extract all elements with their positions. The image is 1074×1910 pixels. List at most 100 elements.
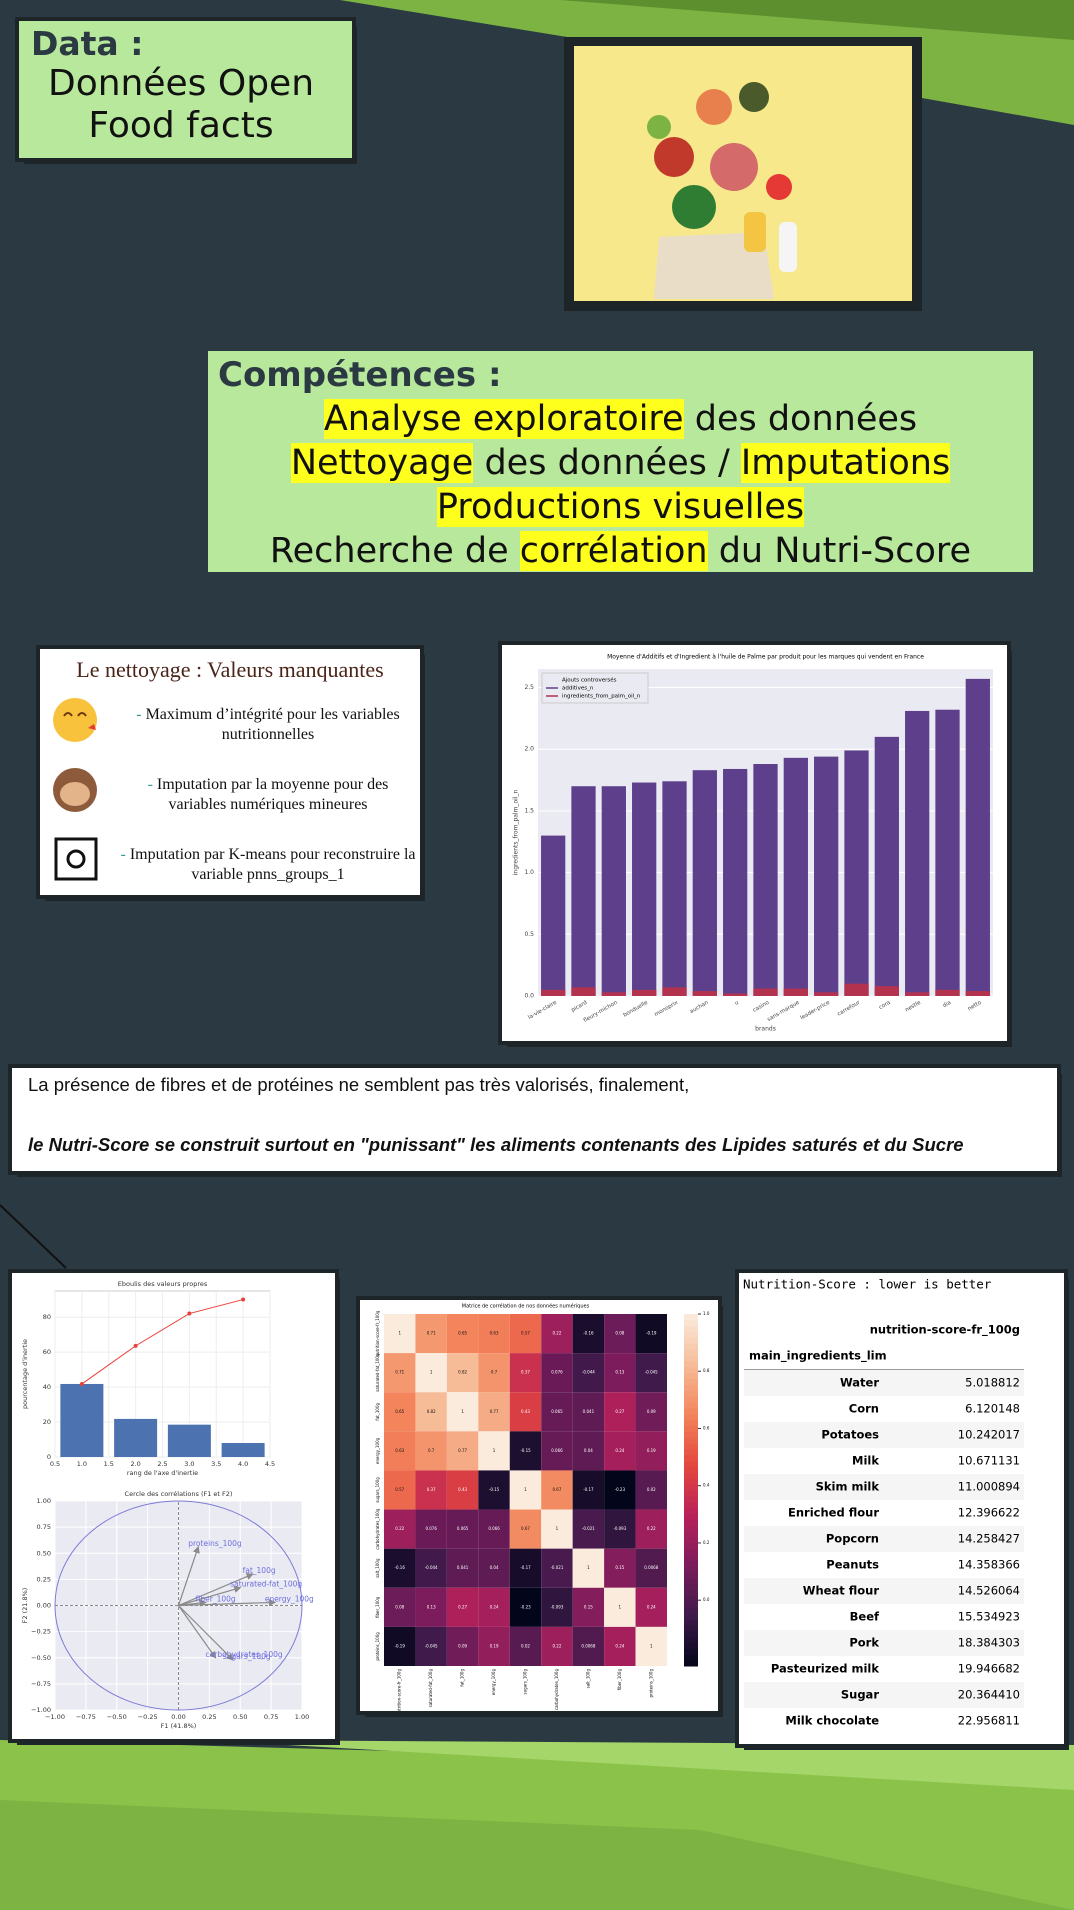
x-tick-label: 0.00 <box>171 1713 185 1721</box>
heat-cell <box>478 1587 510 1627</box>
skill-text: des données <box>694 399 918 439</box>
cell-label: 0.066 <box>488 1526 500 1531</box>
cell-label: -0.16 <box>583 1331 594 1336</box>
cell-label: 0.27 <box>615 1409 624 1414</box>
skill-line: Recherche de corrélation du Nutri-Score <box>218 529 1023 573</box>
heat-cell <box>572 1509 605 1549</box>
x-tick-label: monoprix <box>654 999 680 1018</box>
food <box>710 143 758 191</box>
colorbar-step <box>684 1642 698 1649</box>
chart-title: Eboulis des valeurs propres <box>118 1280 208 1288</box>
heat-cell <box>541 1587 573 1627</box>
heat-cell <box>604 1587 636 1627</box>
x-tick-label: 0.5 <box>50 1460 60 1468</box>
y-tick-label: 0.50 <box>37 1549 51 1557</box>
bar <box>662 781 687 996</box>
y-tick-label: 0.00 <box>37 1602 51 1610</box>
heat-cell <box>635 1392 667 1432</box>
heat-cell <box>415 1392 447 1432</box>
colorbar-step <box>684 1519 698 1526</box>
line <box>81 1299 244 1385</box>
row-value: 10.671131 <box>958 1454 1020 1468</box>
cell-label: 1 <box>650 1643 653 1648</box>
bar <box>601 992 626 996</box>
cell-label: -0.044 <box>425 1565 438 1570</box>
cell-label: 0.77 <box>458 1448 467 1453</box>
colorbar-step <box>684 1536 698 1544</box>
heat-cell <box>509 1548 542 1588</box>
colorbar-step <box>684 1507 698 1514</box>
vector <box>178 1573 254 1607</box>
x-tick-label: 0.50 <box>233 1713 247 1721</box>
cleaning-item: Imputation par la moyenne pour des varia… <box>118 775 418 815</box>
legend-title: Ajouts controversés <box>562 677 617 684</box>
conclusion-box: La présence de fibres et de protéines ne… <box>12 1068 1057 1171</box>
heat-cell <box>509 1314 542 1354</box>
colorbar-step <box>684 1343 698 1350</box>
colorbar-label: 0.6 <box>703 1425 710 1430</box>
heat-cell <box>572 1314 605 1354</box>
green-band <box>340 0 1074 125</box>
heat-cell <box>635 1626 667 1666</box>
pca-charts: 0.5 1.0 1.5 2.0 2.5 3.0 3.5 4.0 4.5 0 20 40 60 80 Ebou… <box>12 1273 335 1739</box>
cell-label: 0.71 <box>427 1331 436 1336</box>
food <box>766 174 792 200</box>
bar-chart: Moyenne d'Additifs et d'Ingredient à l'h… <box>502 645 1007 1041</box>
cell-label: 1 <box>524 1487 527 1492</box>
y-tick-label: 2.5 <box>524 684 534 691</box>
food-image <box>564 37 922 311</box>
row-label: Popcorn <box>826 1532 879 1546</box>
x-tick-label: casino <box>752 1000 771 1014</box>
cell-label: 0.24 <box>615 1448 624 1453</box>
colorbar-step <box>684 1531 698 1538</box>
x-tick-label: carrefour <box>836 999 861 1017</box>
y-tick-label: −0.50 <box>31 1654 51 1662</box>
bar <box>571 987 596 996</box>
heat-cell <box>541 1392 573 1432</box>
colorbar-step <box>684 1478 698 1485</box>
colorbar-step <box>684 1613 698 1620</box>
row-label: Wheat flour <box>803 1584 880 1598</box>
row-label: Potatoes <box>821 1428 879 1442</box>
heat-cell <box>635 1353 667 1393</box>
index-name: main_ingredients_lim <box>749 1349 887 1364</box>
bar <box>692 991 717 996</box>
heat-cell <box>446 1392 479 1432</box>
y-tick-label: 0.5 <box>524 931 534 938</box>
x-tick-label: −0.75 <box>76 1713 96 1721</box>
colorbar-step <box>684 1648 698 1655</box>
heat-cell <box>384 1548 416 1588</box>
colorbar-step <box>684 1501 698 1509</box>
heat-cell <box>572 1470 605 1510</box>
cell-label: 0.08 <box>615 1331 624 1336</box>
row-value: 12.396622 <box>958 1506 1020 1520</box>
colorbar-step <box>684 1624 698 1632</box>
line-point <box>187 1311 192 1316</box>
y-tick-label: 1.00 <box>37 1497 51 1505</box>
colorbar-step <box>684 1437 698 1444</box>
cell-label: 0.19 <box>490 1643 499 1648</box>
x-tick-label: 4.5 <box>265 1460 275 1468</box>
y-label: saturated-fat_100g <box>375 1353 380 1392</box>
cell-label: -0.23 <box>520 1604 531 1609</box>
competences-title: Compétences : <box>218 355 502 395</box>
bar <box>723 993 748 996</box>
x-tick-label: auchan <box>689 1000 710 1016</box>
bar <box>814 992 839 996</box>
x-tick-label: −1.00 <box>45 1713 65 1721</box>
row-label: Pasteurized milk <box>771 1662 879 1676</box>
cell-label: -0.19 <box>395 1643 406 1648</box>
y-label: carbohydrates_100g <box>375 1508 380 1550</box>
y-axis-label: F2 (21.8%) <box>21 1588 29 1624</box>
cell-label: 0.15 <box>584 1604 593 1609</box>
cell-label: 0.076 <box>425 1526 437 1531</box>
cell-label: -0.19 <box>646 1331 657 1336</box>
colorbar-step <box>684 1448 698 1456</box>
bar <box>905 992 930 996</box>
row-label: Enriched flour <box>788 1506 879 1520</box>
heat-cell <box>478 1548 510 1588</box>
skill-line: Nettoyage des données / Imputations <box>218 441 1023 485</box>
vector-label: sugars_100g <box>223 1652 271 1661</box>
cell-label: 0.02 <box>521 1643 530 1648</box>
cell-label: 0.65 <box>395 1409 404 1414</box>
